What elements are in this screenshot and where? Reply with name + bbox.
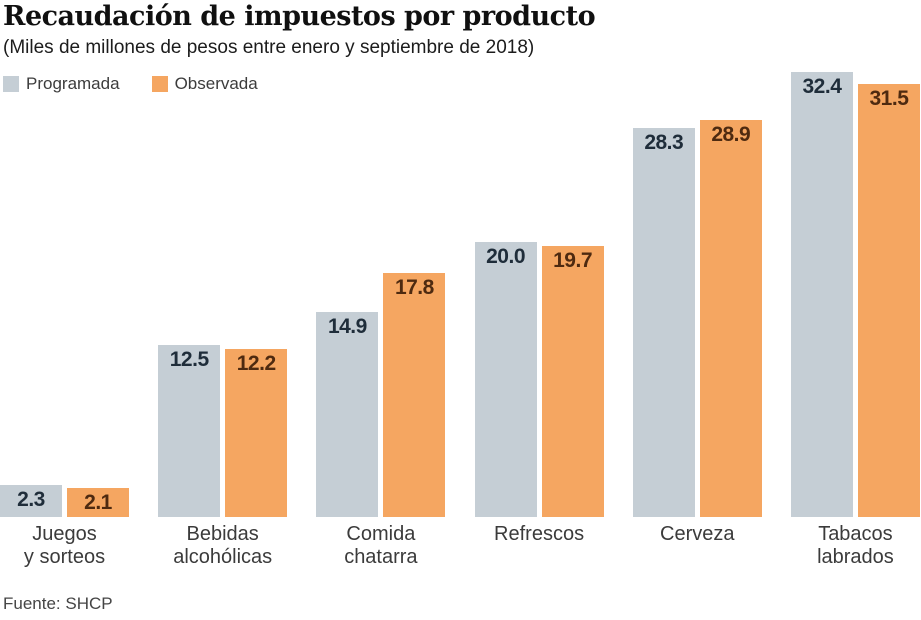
bar-value-label: 19.7 — [553, 249, 592, 273]
category-label: Bebidas alcohólicas — [173, 523, 273, 568]
bar-value-label: 12.5 — [169, 348, 209, 372]
category-label: Comida chatarra — [344, 523, 418, 568]
bar-programada: 14.9 — [316, 312, 379, 517]
category-label: Tabacos labrados — [817, 523, 894, 568]
bar-programada: 12.5 — [158, 345, 221, 517]
bar-group: 28.3 28.9 Cerveza — [632, 72, 762, 569]
page-subtitle: (Miles de millones de pesos entre enero … — [3, 37, 535, 58]
bar-observada: 19.7 — [541, 246, 604, 517]
bar-observada: 12.2 — [225, 349, 288, 517]
bar-pair: 20.0 19.7 — [474, 72, 604, 517]
bar-pair: 12.5 12.2 — [158, 72, 288, 517]
legend-label-programada: Programada — [26, 74, 120, 93]
chart: 2.3 2.1 Juegos y sorteos 12.5 12.2 Bebidas alco… — [0, 72, 920, 569]
bar-value-label: 12.2 — [236, 352, 276, 376]
bar-group: 32.4 31.5 Tabacos labrados — [790, 72, 920, 569]
bar-pair: 2.3 2.1 — [0, 72, 129, 517]
legend-item-programada: Programada — [3, 74, 120, 94]
bar-observada: 28.9 — [699, 120, 762, 517]
bar-programada: 32.4 — [790, 72, 853, 517]
legend-label-observada: Observada — [174, 74, 258, 93]
bar-value-label: 17.8 — [394, 275, 434, 299]
bar-programada: 2.3 — [0, 485, 62, 517]
bar-group: 2.3 2.1 Juegos y sorteos — [0, 72, 129, 569]
bar-programada: 20.0 — [474, 242, 537, 517]
bar-pair: 32.4 31.5 — [790, 72, 920, 517]
bar-value-label: 2.1 — [84, 491, 112, 515]
bar-observada: 31.5 — [857, 84, 920, 517]
bar-group: 20.0 19.7 Refrescos — [474, 72, 604, 569]
legend-swatch-observada — [151, 76, 168, 92]
bar-observada: 17.8 — [383, 272, 446, 517]
bar-programada: 28.3 — [632, 128, 695, 517]
category-label: Juegos y sorteos — [23, 523, 106, 568]
bar-pair: 28.3 28.9 — [632, 72, 762, 517]
bar-value-label: 2.3 — [17, 488, 45, 512]
bar-group: 14.9 17.8 Comida chatarra — [316, 72, 446, 569]
bar-value-label: 20.0 — [486, 245, 525, 269]
bar-value-label: 32.4 — [802, 75, 842, 98]
category-label: Refrescos — [494, 523, 585, 545]
legend: Programada Observada — [3, 74, 258, 94]
legend-item-observada: Observada — [151, 74, 258, 94]
legend-swatch-programada — [3, 76, 19, 92]
category-label: Cerveza — [660, 523, 735, 545]
bar-observada: 2.1 — [67, 488, 129, 517]
bar-pair: 14.9 17.8 — [316, 72, 446, 517]
bar-value-label: 14.9 — [327, 315, 367, 339]
page-title: Recaudación de impuestos por producto — [3, 1, 596, 32]
bar-group: 12.5 12.2 Bebidas alcohólicas — [158, 72, 288, 569]
bar-value-label: 28.3 — [644, 131, 684, 155]
bar-value-label: 31.5 — [869, 87, 909, 111]
source-note: Fuente: SHCP — [3, 594, 113, 613]
bar-value-label: 28.9 — [711, 123, 751, 147]
